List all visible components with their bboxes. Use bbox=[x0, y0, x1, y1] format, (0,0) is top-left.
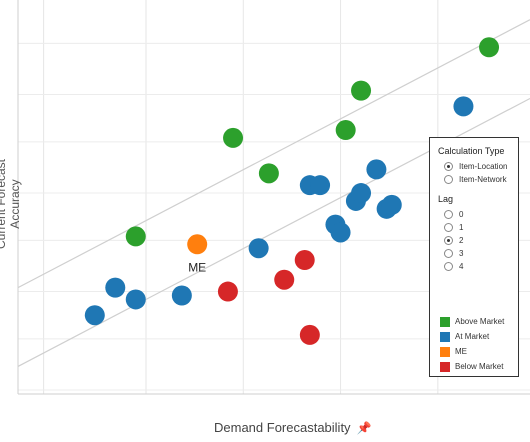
lag-option-label: 0 bbox=[459, 210, 464, 219]
lag-options: 0 1 2 3 4 bbox=[436, 208, 512, 273]
radio-icon[interactable] bbox=[444, 249, 453, 258]
legend-label: Above Market bbox=[455, 317, 505, 326]
legend-panel: Calculation Type Item-Location Item-Netw… bbox=[429, 137, 519, 377]
data-point bbox=[125, 226, 146, 247]
legend-label: At Market bbox=[455, 332, 490, 341]
data-point bbox=[453, 96, 474, 117]
legend-item-above-market[interactable]: Above Market bbox=[440, 314, 504, 329]
trend-line bbox=[17, 19, 530, 289]
data-point bbox=[294, 250, 315, 271]
annotation-label: ME bbox=[188, 260, 206, 274]
legend-swatch bbox=[440, 346, 450, 357]
data-point bbox=[479, 37, 500, 58]
data-point bbox=[248, 238, 269, 259]
calc-option-label: Item-Location bbox=[459, 162, 508, 171]
data-point bbox=[366, 159, 387, 180]
legend-item-at-market[interactable]: At Market bbox=[440, 329, 504, 344]
data-point bbox=[187, 234, 208, 255]
lag-option-1[interactable]: 1 bbox=[444, 221, 512, 234]
data-point bbox=[351, 183, 372, 204]
data-point bbox=[381, 194, 402, 215]
data-point bbox=[258, 163, 279, 184]
calc-option-label: Item-Network bbox=[459, 175, 507, 184]
data-point bbox=[217, 281, 238, 302]
data-point bbox=[299, 324, 320, 345]
lag-title: Lag bbox=[438, 194, 454, 204]
calc-option-item-network[interactable]: Item-Network bbox=[444, 173, 512, 186]
legend-swatch bbox=[440, 361, 450, 372]
calculation-type-options: Item-Location Item-Network bbox=[436, 160, 512, 186]
y-axis-label: Current Forecast Accuracy bbox=[0, 158, 22, 250]
lag-option-label: 1 bbox=[459, 223, 464, 232]
lag-option-label: 2 bbox=[459, 236, 464, 245]
data-point bbox=[125, 289, 146, 310]
radio-icon[interactable] bbox=[444, 223, 453, 232]
data-point bbox=[330, 222, 351, 243]
x-axis-label: Demand Forecastability bbox=[214, 420, 351, 435]
lag-option-label: 3 bbox=[459, 249, 464, 258]
data-point bbox=[335, 120, 356, 141]
legend-label: Below Market bbox=[455, 362, 504, 371]
legend-swatch bbox=[440, 316, 450, 327]
legend-item-below-market[interactable]: Below Market bbox=[440, 359, 504, 374]
lag-option-4[interactable]: 4 bbox=[444, 260, 512, 273]
radio-icon[interactable] bbox=[444, 262, 453, 271]
radio-icon[interactable] bbox=[444, 175, 453, 184]
legend-swatch bbox=[440, 331, 450, 342]
data-point bbox=[84, 305, 105, 326]
radio-icon[interactable] bbox=[444, 162, 453, 171]
lag-option-label: 4 bbox=[459, 262, 464, 271]
color-legend: Above Market At Market ME Below Market bbox=[440, 314, 504, 374]
data-point bbox=[105, 277, 126, 298]
radio-icon[interactable] bbox=[444, 236, 453, 245]
calc-option-item-location[interactable]: Item-Location bbox=[444, 160, 512, 173]
legend-item-me[interactable]: ME bbox=[440, 344, 504, 359]
data-point bbox=[310, 175, 331, 196]
data-point bbox=[274, 269, 295, 290]
lag-option-3[interactable]: 3 bbox=[444, 247, 512, 260]
data-point bbox=[351, 80, 372, 101]
pin-icon[interactable]: 📌 bbox=[356, 421, 372, 435]
data-point bbox=[223, 127, 244, 148]
legend-label: ME bbox=[455, 347, 467, 356]
data-point bbox=[171, 285, 192, 306]
x-axis-label-group: Demand Forecastability 📌 bbox=[214, 420, 372, 435]
lag-option-0[interactable]: 0 bbox=[444, 208, 512, 221]
calculation-type-title: Calculation Type bbox=[438, 146, 505, 156]
lag-option-2[interactable]: 2 bbox=[444, 234, 512, 247]
radio-icon[interactable] bbox=[444, 210, 453, 219]
